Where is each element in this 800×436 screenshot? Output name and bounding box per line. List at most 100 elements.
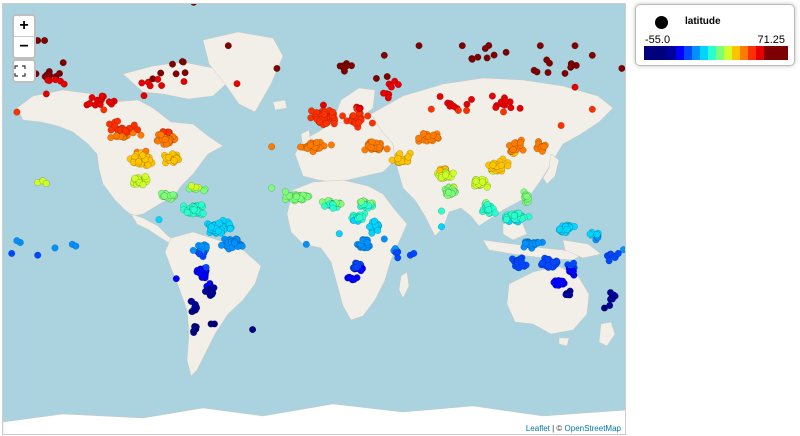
latitude-point[interactable] <box>557 121 565 129</box>
latitude-point[interactable] <box>503 215 511 223</box>
latitude-point[interactable] <box>490 51 498 59</box>
latitude-point[interactable] <box>357 198 365 206</box>
latitude-point[interactable] <box>210 320 218 328</box>
latitude-point[interactable] <box>489 161 497 169</box>
latitude-point[interactable] <box>42 179 50 187</box>
openstreetmap-link[interactable]: OpenStreetMap <box>564 424 621 433</box>
latitude-point[interactable] <box>561 69 569 77</box>
latitude-point[interactable] <box>535 239 543 247</box>
latitude-point[interactable] <box>618 64 626 72</box>
latitude-point[interactable] <box>481 45 489 53</box>
latitude-point[interactable] <box>329 108 337 116</box>
latitude-point[interactable] <box>282 188 290 196</box>
latitude-point[interactable] <box>492 103 500 111</box>
latitude-point[interactable] <box>42 90 50 98</box>
latitude-point[interactable] <box>510 212 518 220</box>
latitude-point[interactable] <box>157 131 165 139</box>
latitude-point[interactable] <box>586 230 594 238</box>
latitude-point[interactable] <box>226 225 234 233</box>
latitude-point[interactable] <box>545 262 553 270</box>
latitude-point[interactable] <box>367 144 375 152</box>
latitude-point[interactable] <box>322 119 330 127</box>
latitude-point[interactable] <box>131 153 139 161</box>
latitude-point[interactable] <box>538 259 546 267</box>
latitude-point[interactable] <box>374 226 382 234</box>
latitude-point[interactable] <box>56 69 64 77</box>
latitude-point[interactable] <box>51 244 59 252</box>
latitude-point[interactable] <box>313 138 321 146</box>
latitude-point[interactable] <box>368 119 376 127</box>
latitude-point[interactable] <box>497 161 505 169</box>
latitude-point[interactable] <box>463 100 471 108</box>
latitude-point[interactable] <box>419 130 427 138</box>
latitude-point[interactable] <box>588 51 596 59</box>
latitude-point[interactable] <box>44 76 52 84</box>
latitude-point[interactable] <box>436 92 444 100</box>
latitude-point[interactable] <box>533 68 541 76</box>
latitude-point[interactable] <box>339 112 347 120</box>
latitude-point[interactable] <box>321 202 329 210</box>
latitude-point[interactable] <box>273 64 281 72</box>
latitude-point[interactable] <box>353 263 361 271</box>
latitude-point[interactable] <box>34 251 42 259</box>
latitude-point[interactable] <box>8 249 16 257</box>
latitude-point[interactable] <box>355 119 363 127</box>
latitude-point[interactable] <box>13 108 21 116</box>
latitude-point[interactable] <box>72 242 80 250</box>
latitude-point[interactable] <box>588 105 596 113</box>
latitude-point[interactable] <box>509 146 517 154</box>
latitude-point[interactable] <box>540 143 548 151</box>
latitude-point[interactable] <box>549 258 557 266</box>
latitude-point[interactable] <box>488 92 496 100</box>
latitude-point[interactable] <box>517 139 525 147</box>
latitude-point[interactable] <box>329 204 337 212</box>
latitude-point[interactable] <box>169 191 177 199</box>
latitude-point[interactable] <box>122 127 130 135</box>
latitude-point[interactable] <box>608 295 616 303</box>
latitude-point[interactable] <box>197 242 205 250</box>
latitude-point[interactable] <box>199 210 207 218</box>
latitude-point[interactable] <box>161 192 169 200</box>
latitude-point[interactable] <box>231 239 239 247</box>
latitude-point[interactable] <box>154 75 162 83</box>
latitude-point[interactable] <box>518 257 526 265</box>
latitude-point[interactable] <box>404 153 412 161</box>
latitude-point[interactable] <box>268 143 276 151</box>
latitude-point[interactable] <box>392 249 400 257</box>
latitude-point[interactable] <box>201 287 209 295</box>
latitude-point[interactable] <box>134 126 142 134</box>
latitude-point[interactable] <box>187 182 195 190</box>
latitude-point[interactable] <box>320 110 328 118</box>
latitude-point[interactable] <box>380 235 388 243</box>
latitude-point[interactable] <box>450 102 458 110</box>
latitude-point[interactable] <box>293 193 301 201</box>
latitude-point[interactable] <box>107 126 115 134</box>
latitude-point[interactable] <box>268 184 276 192</box>
latitude-point[interactable] <box>415 134 423 142</box>
latitude-point[interactable] <box>138 79 146 87</box>
latitude-point[interactable] <box>454 106 462 114</box>
latitude-point[interactable] <box>468 95 476 103</box>
latitude-point[interactable] <box>172 275 180 283</box>
latitude-point[interactable] <box>372 74 380 82</box>
latitude-point[interactable] <box>202 263 210 271</box>
latitude-point[interactable] <box>170 157 178 165</box>
latitude-point[interactable] <box>144 161 152 169</box>
latitude-point[interactable] <box>478 178 486 186</box>
latitude-point[interactable] <box>139 181 147 189</box>
latitude-point[interactable] <box>571 42 579 50</box>
latitude-point[interactable] <box>563 225 571 233</box>
latitude-point[interactable] <box>319 101 327 109</box>
latitude-point[interactable] <box>614 249 622 257</box>
latitude-point[interactable] <box>172 70 180 78</box>
latitude-point[interactable] <box>342 62 350 70</box>
latitude-point[interactable] <box>105 98 113 106</box>
latitude-point[interactable] <box>98 92 106 100</box>
latitude-point[interactable] <box>60 80 68 88</box>
latitude-point[interactable] <box>130 121 138 129</box>
latitude-point[interactable] <box>536 42 544 50</box>
latitude-point[interactable] <box>114 117 122 125</box>
latitude-point[interactable] <box>375 144 383 152</box>
latitude-point[interactable] <box>556 225 564 233</box>
latitude-point[interactable] <box>523 192 531 200</box>
